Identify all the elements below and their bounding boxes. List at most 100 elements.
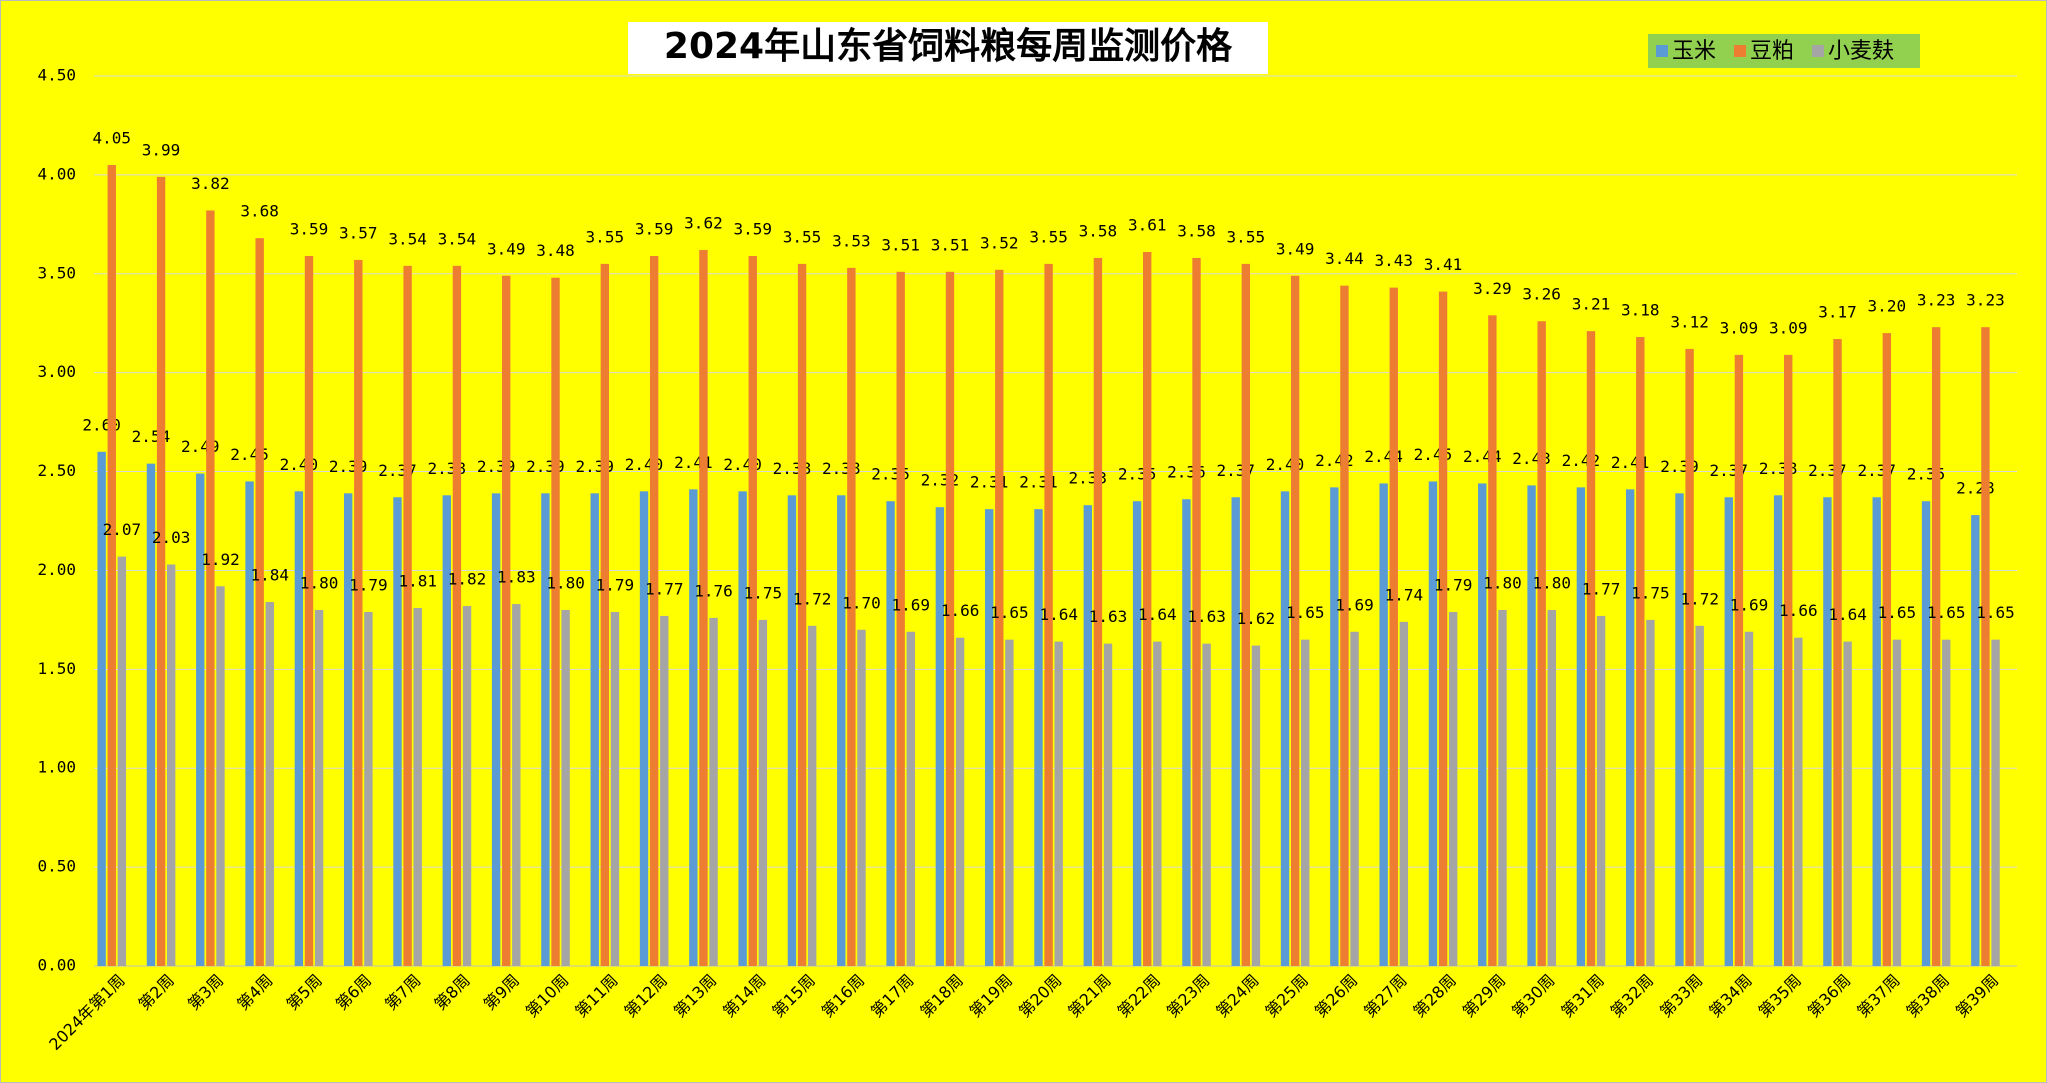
- bar: [1005, 639, 1014, 966]
- bar: [245, 481, 254, 966]
- value-label: 1.65: [1976, 603, 2015, 622]
- value-label: 3.17: [1818, 303, 1857, 322]
- value-label: 3.55: [783, 227, 822, 246]
- value-label: 3.58: [1079, 221, 1118, 240]
- bar: [166, 564, 176, 966]
- bar: [1773, 495, 1783, 966]
- bar: [1290, 275, 1300, 966]
- bar: [1350, 631, 1359, 966]
- value-label: 1.75: [744, 583, 783, 602]
- value-label: 3.09: [1769, 318, 1808, 337]
- bar: [1991, 639, 2000, 966]
- value-label: 3.41: [1424, 255, 1463, 274]
- bar: [413, 608, 422, 966]
- bar: [1734, 354, 1744, 966]
- bar: [1527, 485, 1536, 966]
- legend-label: 玉米: [1672, 39, 1716, 64]
- bar: [1379, 483, 1388, 966]
- value-label: 3.29: [1473, 279, 1512, 298]
- y-tick-label: 4.00: [37, 164, 76, 183]
- bar: [1301, 639, 1310, 966]
- value-label: 3.51: [931, 235, 970, 254]
- bar: [1744, 631, 1754, 966]
- bar: [364, 611, 373, 966]
- value-label: 1.75: [1631, 583, 1670, 602]
- legend-box: [1648, 34, 1920, 68]
- value-label: 1.72: [793, 589, 832, 608]
- value-label: 3.55: [1029, 227, 1068, 246]
- value-label: 1.79: [1434, 575, 1473, 594]
- y-tick-label: 0.00: [37, 956, 76, 975]
- value-label: 1.66: [1779, 601, 1818, 620]
- bar: [1675, 493, 1684, 966]
- legend-label: 豆粕: [1750, 39, 1794, 64]
- value-label: 1.64: [1828, 605, 1867, 624]
- bar: [1153, 641, 1162, 966]
- value-label: 3.55: [586, 227, 625, 246]
- value-label: 3.59: [733, 219, 772, 238]
- bar: [265, 602, 274, 966]
- bar: [393, 497, 402, 966]
- bar: [1132, 501, 1142, 966]
- value-label: 3.49: [1276, 239, 1315, 258]
- bar: [1330, 487, 1339, 966]
- value-label: 1.62: [1237, 609, 1276, 628]
- value-label: 3.53: [832, 231, 871, 250]
- bar: [1636, 337, 1645, 967]
- bar: [1921, 501, 1931, 966]
- bar: [1596, 615, 1606, 966]
- value-label: 1.64: [1138, 605, 1177, 624]
- bar: [1892, 639, 1902, 966]
- bar: [1280, 491, 1290, 966]
- value-label: 3.43: [1374, 251, 1413, 270]
- bar: [1931, 327, 1941, 967]
- bar: [995, 269, 1004, 966]
- y-tick-label: 3.50: [37, 263, 76, 282]
- value-label: 2.07: [103, 520, 142, 539]
- bar: [807, 625, 817, 966]
- value-label: 1.80: [546, 574, 585, 593]
- bar: [1389, 287, 1398, 967]
- bar: [639, 491, 649, 966]
- bar: [610, 611, 620, 966]
- bar: [1724, 497, 1733, 966]
- value-label: 3.54: [388, 229, 427, 248]
- bar: [1103, 643, 1113, 966]
- bar: [541, 493, 550, 966]
- bar: [97, 451, 106, 966]
- bar: [354, 259, 363, 966]
- bar: [1971, 515, 1980, 966]
- y-tick-label: 4.50: [37, 66, 76, 85]
- bar: [1083, 505, 1092, 966]
- bar: [1547, 610, 1556, 966]
- bar: [551, 277, 560, 966]
- value-label: 3.55: [1227, 227, 1266, 246]
- bar: [216, 586, 225, 966]
- bar: [1241, 263, 1251, 966]
- value-label: 3.26: [1522, 285, 1561, 304]
- bar: [452, 265, 462, 966]
- bar: [935, 507, 945, 966]
- bar: [117, 556, 127, 966]
- bar: [955, 637, 965, 966]
- y-tick-label: 1.50: [37, 659, 76, 678]
- bar: [1044, 263, 1053, 966]
- bar: [748, 255, 757, 966]
- value-label: 3.82: [191, 174, 230, 193]
- value-label: 3.61: [1128, 216, 1167, 235]
- bar: [1823, 497, 1832, 966]
- legend-swatch: [1812, 45, 1825, 57]
- y-tick-label: 1.00: [37, 758, 76, 777]
- value-label: 3.23: [1917, 291, 1956, 310]
- bar: [1833, 339, 1842, 966]
- value-label: 3.54: [438, 229, 477, 248]
- bar: [600, 263, 610, 966]
- bar: [1182, 499, 1191, 966]
- value-label: 1.80: [1533, 574, 1572, 593]
- value-label: 3.21: [1572, 295, 1611, 314]
- value-label: 1.79: [596, 575, 635, 594]
- value-label: 1.69: [1730, 595, 1769, 614]
- title-box: [628, 22, 1268, 74]
- bar: [512, 604, 521, 966]
- y-tick-label: 0.50: [37, 857, 76, 876]
